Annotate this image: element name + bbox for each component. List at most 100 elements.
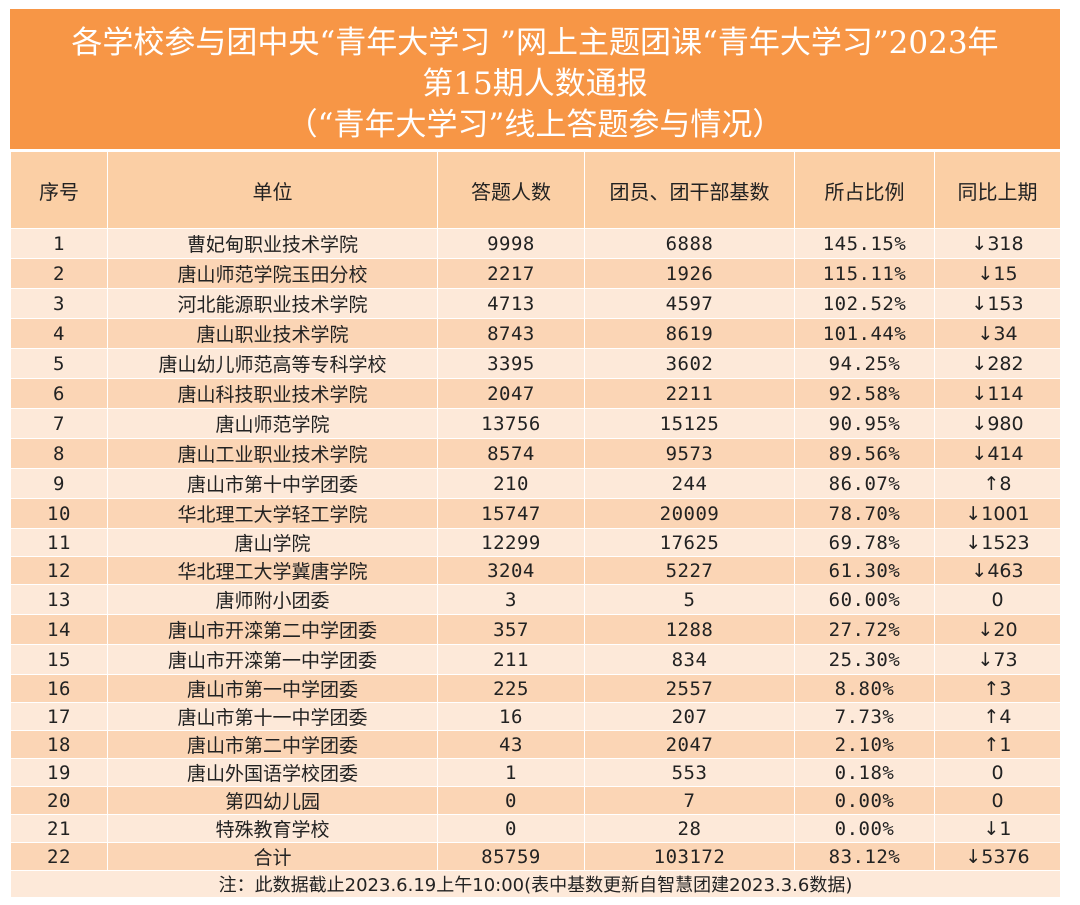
ratio-cell: 61.30% bbox=[794, 556, 935, 585]
ratio-cell: 102.52% bbox=[794, 288, 935, 319]
unit-cell: 唐山幼儿师范高等专科学校 bbox=[107, 348, 438, 379]
table-header-row: 序号 单位 答题人数 团员、团干部基数 所占比例 同比上期 bbox=[10, 151, 1061, 229]
table-row: 6 唐山科技职业技术学院 2047 2211 92.58% ↓114 bbox=[10, 378, 1061, 409]
ratio-cell: 101.44% bbox=[794, 318, 935, 349]
ratio-cell: 0.00% bbox=[794, 814, 935, 843]
col-header-answered: 答题人数 bbox=[437, 151, 585, 229]
index-cell: 22 bbox=[10, 842, 108, 871]
table-row: 15 唐山市开滦第一中学团委 211 834 25.30% ↓73 bbox=[10, 644, 1061, 675]
ratio-cell: 89.56% bbox=[794, 438, 935, 469]
index-cell: 11 bbox=[10, 528, 108, 557]
unit-cell: 河北能源职业技术学院 bbox=[107, 288, 438, 319]
base-cell: 2211 bbox=[584, 378, 795, 409]
base-cell: 553 bbox=[584, 758, 795, 787]
base-cell: 6888 bbox=[584, 228, 795, 259]
table-row: 13 唐师附小团委 3 5 60.00% 0 bbox=[10, 584, 1061, 615]
answered-cell: 0 bbox=[437, 814, 585, 843]
trend-cell: ↓20 bbox=[934, 614, 1061, 645]
unit-cell: 特殊教育学校 bbox=[107, 814, 438, 843]
table-row: 21 特殊教育学校 0 28 0.00% ↓1 bbox=[10, 814, 1061, 843]
answered-cell: 2217 bbox=[437, 258, 585, 289]
ratio-cell: 90.95% bbox=[794, 408, 935, 439]
unit-cell: 曹妃甸职业技术学院 bbox=[107, 228, 438, 259]
ratio-cell: 86.07% bbox=[794, 468, 935, 499]
report-title-line-1: 各学校参与团中央“青年大学习 ”网上主题团课“青年大学习”2023年 bbox=[71, 25, 999, 61]
index-cell: 1 bbox=[10, 228, 108, 259]
table-row: 9 唐山市第十中学团委 210 244 86.07% ↑8 bbox=[10, 468, 1061, 499]
base-cell: 15125 bbox=[584, 408, 795, 439]
unit-cell: 华北理工大学轻工学院 bbox=[107, 498, 438, 529]
index-cell: 19 bbox=[10, 758, 108, 787]
ratio-cell: 8.80% bbox=[794, 674, 935, 703]
base-cell: 103172 bbox=[584, 842, 795, 871]
index-cell: 8 bbox=[10, 438, 108, 469]
answered-cell: 0 bbox=[437, 786, 585, 815]
table-row: 16 唐山市第一中学团委 225 2557 8.80% ↑3 bbox=[10, 674, 1061, 703]
ratio-cell: 115.11% bbox=[794, 258, 935, 289]
report-title-line-2: 第15期人数通报 bbox=[422, 66, 648, 102]
index-cell: 21 bbox=[10, 814, 108, 843]
index-cell: 20 bbox=[10, 786, 108, 815]
ratio-cell: 92.58% bbox=[794, 378, 935, 409]
answered-cell: 9998 bbox=[437, 228, 585, 259]
unit-cell: 唐山市第十中学团委 bbox=[107, 468, 438, 499]
unit-cell: 唐山外国语学校团委 bbox=[107, 758, 438, 787]
col-header-trend: 同比上期 bbox=[934, 151, 1061, 229]
trend-cell: ↓15 bbox=[934, 258, 1061, 289]
index-cell: 6 bbox=[10, 378, 108, 409]
answered-cell: 210 bbox=[437, 468, 585, 499]
table-row: 8 唐山工业职业技术学院 8574 9573 89.56% ↓414 bbox=[10, 438, 1061, 469]
table-row: 20 第四幼儿园 0 7 0.00% 0 bbox=[10, 786, 1061, 815]
unit-cell: 唐山市开滦第二中学团委 bbox=[107, 614, 438, 645]
trend-cell: ↓980 bbox=[934, 408, 1061, 439]
col-header-base: 团员、团干部基数 bbox=[584, 151, 795, 229]
ratio-cell: 94.25% bbox=[794, 348, 935, 379]
trend-cell: ↓463 bbox=[934, 556, 1061, 585]
table-row: 4 唐山职业技术学院 8743 8619 101.44% ↓34 bbox=[10, 318, 1061, 349]
base-cell: 20009 bbox=[584, 498, 795, 529]
trend-cell: ↓1 bbox=[934, 814, 1061, 843]
col-header-unit: 单位 bbox=[107, 151, 438, 229]
index-cell: 18 bbox=[10, 730, 108, 759]
answered-cell: 3 bbox=[437, 584, 585, 615]
report-sheet: 各学校参与团中央“青年大学习 ”网上主题团课“青年大学习”2023年 第15期人… bbox=[10, 9, 1061, 898]
answered-cell: 16 bbox=[437, 702, 585, 731]
base-cell: 2047 bbox=[584, 730, 795, 759]
answered-cell: 2047 bbox=[437, 378, 585, 409]
table-row: 2 唐山师范学院玉田分校 2217 1926 115.11% ↓15 bbox=[10, 258, 1061, 289]
base-cell: 1288 bbox=[584, 614, 795, 645]
index-cell: 14 bbox=[10, 614, 108, 645]
trend-cell: ↓1523 bbox=[934, 528, 1061, 557]
answered-cell: 13756 bbox=[437, 408, 585, 439]
index-cell: 13 bbox=[10, 584, 108, 615]
trend-cell: 0 bbox=[934, 584, 1061, 615]
answered-cell: 211 bbox=[437, 644, 585, 675]
trend-cell: ↓73 bbox=[934, 644, 1061, 675]
table-row: 17 唐山市第十一中学团委 16 207 7.73% ↑4 bbox=[10, 702, 1061, 731]
base-cell: 7 bbox=[584, 786, 795, 815]
table-row: 3 河北能源职业技术学院 4713 4597 102.52% ↓153 bbox=[10, 288, 1061, 319]
index-cell: 12 bbox=[10, 556, 108, 585]
table-row: 14 唐山市开滦第二中学团委 357 1288 27.72% ↓20 bbox=[10, 614, 1061, 645]
table-row: 10 华北理工大学轻工学院 15747 20009 78.70% ↓1001 bbox=[10, 498, 1061, 529]
unit-cell: 唐山师范学院玉田分校 bbox=[107, 258, 438, 289]
base-cell: 9573 bbox=[584, 438, 795, 469]
unit-cell: 唐山学院 bbox=[107, 528, 438, 557]
index-cell: 16 bbox=[10, 674, 108, 703]
col-header-index: 序号 bbox=[10, 151, 108, 229]
answered-cell: 12299 bbox=[437, 528, 585, 557]
base-cell: 8619 bbox=[584, 318, 795, 349]
ratio-cell: 83.12% bbox=[794, 842, 935, 871]
ratio-cell: 0.00% bbox=[794, 786, 935, 815]
ratio-cell: 2.10% bbox=[794, 730, 935, 759]
report-header: 各学校参与团中央“青年大学习 ”网上主题团课“青年大学习”2023年 第15期人… bbox=[10, 9, 1060, 149]
unit-cell: 唐山市开滦第一中学团委 bbox=[107, 644, 438, 675]
unit-cell: 唐山市第一中学团委 bbox=[107, 674, 438, 703]
ratio-cell: 78.70% bbox=[794, 498, 935, 529]
unit-cell: 唐山职业技术学院 bbox=[107, 318, 438, 349]
ratio-cell: 7.73% bbox=[794, 702, 935, 731]
trend-cell: ↓34 bbox=[934, 318, 1061, 349]
index-cell: 15 bbox=[10, 644, 108, 675]
index-cell: 5 bbox=[10, 348, 108, 379]
trend-cell: ↓5376 bbox=[934, 842, 1061, 871]
